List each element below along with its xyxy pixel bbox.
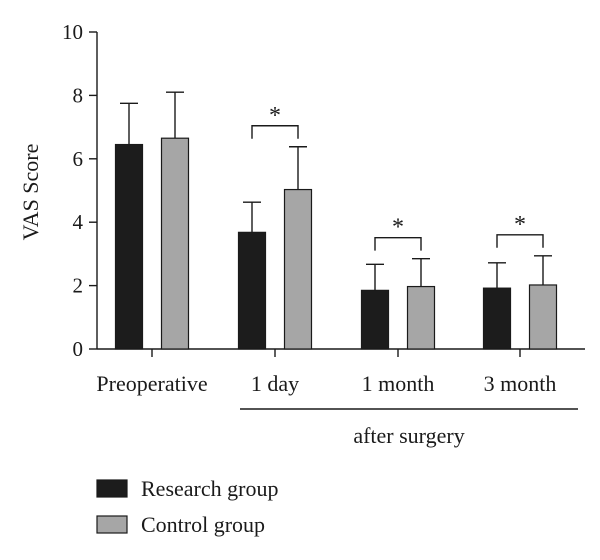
significance-bracket	[496, 234, 544, 248]
bar-control	[406, 285, 436, 350]
y-tick-label: 10	[62, 20, 83, 44]
error-bars	[120, 91, 552, 291]
y-ticks: 0 2 4 6 8 10	[62, 20, 97, 361]
y-tick-label: 2	[73, 274, 84, 298]
x-tick-label: 1 day	[251, 371, 299, 396]
legend-label-control: Control group	[141, 512, 265, 537]
legend-swatch-research	[96, 479, 128, 498]
significance-brackets: * * *	[251, 103, 544, 251]
significance-star: *	[514, 212, 526, 238]
bar-control	[528, 284, 558, 350]
bar-research	[114, 143, 144, 350]
significance-bracket	[251, 125, 299, 139]
x-tick-label: 3 month	[484, 371, 557, 396]
x-tick-label: Preoperative	[96, 371, 207, 396]
legend-swatch-control	[96, 515, 128, 534]
x-tick-label: 1 month	[362, 371, 435, 396]
bar-research	[482, 287, 512, 350]
significance-star: *	[269, 103, 281, 129]
y-tick-label: 8	[73, 83, 84, 107]
bar-research	[237, 231, 267, 350]
legend: Research group Control group	[96, 476, 278, 537]
y-tick-label: 0	[73, 337, 84, 361]
x-ticks: Preoperative 1 day 1 month 3 month	[96, 349, 556, 396]
y-tick-label: 6	[73, 147, 84, 171]
bar-control	[283, 188, 313, 350]
significance-bracket	[374, 236, 422, 251]
y-tick-label: 4	[73, 210, 84, 234]
y-axis-title: VAS Score	[18, 144, 43, 241]
bar-research	[360, 289, 390, 350]
group-label: after surgery	[353, 423, 464, 448]
bar-control	[160, 137, 190, 350]
significance-star: *	[392, 215, 404, 241]
legend-label-research: Research group	[141, 476, 278, 501]
bars	[114, 137, 558, 350]
